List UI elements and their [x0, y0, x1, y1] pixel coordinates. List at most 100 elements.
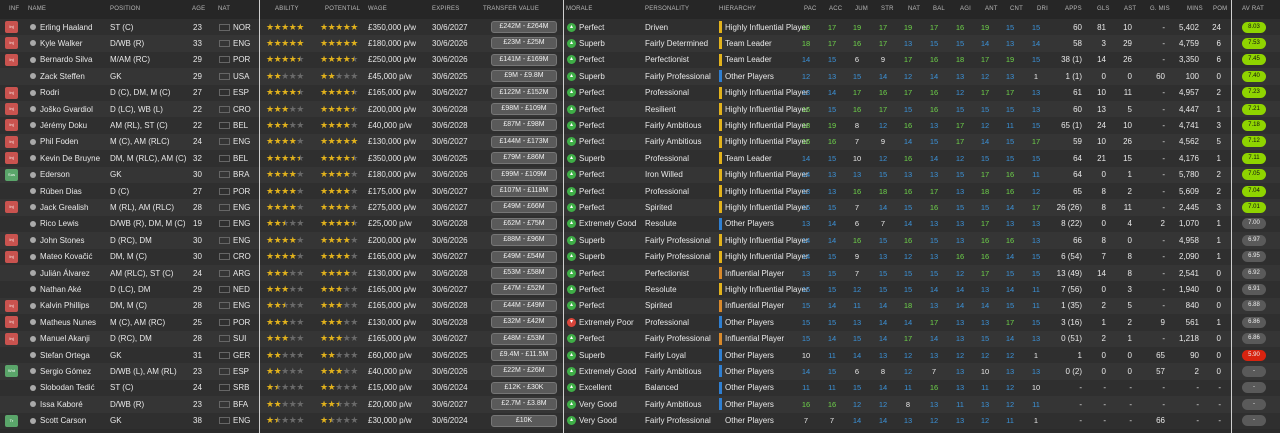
attr-ant: 12: [980, 416, 990, 426]
col-hierarchy[interactable]: HIERARCHY: [719, 6, 757, 12]
attr-nat2: 14: [903, 137, 913, 147]
player-name[interactable]: Joško Gvardiol: [40, 104, 93, 114]
player-name[interactable]: Scott Carson: [40, 416, 87, 426]
player-name[interactable]: Kalvin Phillips: [40, 301, 90, 311]
avg-rating-badge: -: [1242, 415, 1266, 427]
col-transfer-value[interactable]: TRANSFER VALUE: [483, 6, 540, 12]
table-row[interactable]: Inj Rodri D (C), DM, M (C) 27 ESP ★★★★★ ★★★★★ £…: [0, 84, 1280, 101]
table-row[interactable]: Inj Erling Haaland ST (C) 23 NOR ★★★★★ ★★★★★ £3…: [0, 19, 1280, 36]
attr-cnt: 15: [1005, 104, 1015, 114]
col-dri[interactable]: DRI: [1037, 6, 1048, 12]
table-row[interactable]: Tr Scott Carson GK 38 ENG ★★★★★ ★★★★★ £30,000 p…: [0, 412, 1280, 429]
table-row[interactable]: Inj Matheus Nunes M (C), AM (RC) 25 POR ★★★★★…: [0, 314, 1280, 331]
col-wage[interactable]: WAGE: [368, 6, 387, 12]
player-name[interactable]: Zack Steffen: [40, 71, 85, 81]
col-potential[interactable]: POTENTIAL: [325, 6, 361, 12]
table-row[interactable]: Inj John Stones D (RC), DM 30 ENG ★★★★★ ★★★★★ £…: [0, 232, 1280, 249]
player-name[interactable]: Rico Lewis: [40, 219, 79, 229]
col-expires[interactable]: EXPIRES: [432, 6, 460, 12]
potential-stars: ★★★★★: [320, 382, 358, 393]
player-name[interactable]: Kevin De Bruyne: [40, 153, 101, 163]
player-name[interactable]: Rodri: [40, 88, 60, 98]
stat-ast: 11: [1123, 88, 1132, 98]
table-row[interactable]: Nathan Aké D (LC), DM 29 NED ★★★★★ ★★★★★ £165,…: [0, 281, 1280, 298]
col-mins[interactable]: MINS: [1187, 6, 1203, 12]
contract-expires: 30/6/2027: [432, 137, 468, 147]
table-row[interactable]: Wnt Sergio Gómez D/WB (L), AM (RL) 23 ESP ★★★…: [0, 363, 1280, 380]
table-row[interactable]: Inj Kalvin Phillips DM, M (C) 28 ENG ★★★★★ ★★★…: [0, 297, 1280, 315]
player-name[interactable]: Jérémy Doku: [40, 120, 88, 130]
player-name[interactable]: Julián Álvarez: [40, 268, 90, 278]
table-row[interactable]: Inj Jack Grealish M (RL), AM (RLC) 28 ENG ★★★…: [0, 199, 1280, 216]
player-name[interactable]: Manuel Akanji: [40, 334, 90, 344]
table-row[interactable]: Rúben Dias D (C) 27 POR ★★★★★ ★★★★★ £175,000 p…: [0, 183, 1280, 200]
col-ant[interactable]: ANT: [985, 6, 998, 12]
attr-ant: 13: [980, 317, 990, 327]
col-apps[interactable]: APPS: [1065, 6, 1082, 12]
table-row[interactable]: Inj Jérémy Doku AM (RL), ST (C) 22 BEL ★★★★★ ★…: [0, 117, 1280, 134]
col-jum[interactable]: JUM: [855, 6, 868, 12]
player-name[interactable]: Stefan Ortega: [40, 350, 90, 360]
col-name[interactable]: NAME: [28, 6, 47, 12]
table-row[interactable]: Zack Steffen GK 29 USA ★★★★★ ★★★★★ £45,000 p/w…: [0, 68, 1280, 85]
info-badge: Sus: [5, 168, 18, 181]
player-name[interactable]: Issa Kaboré: [40, 399, 83, 409]
player-name[interactable]: Matheus Nunes: [40, 317, 97, 327]
player-name[interactable]: Slobodan Tedić: [40, 383, 95, 393]
col-ability[interactable]: ABILITY: [275, 6, 299, 12]
table-row[interactable]: Inj Bernardo Silva M/AM (RC) 29 POR ★★★★★ ★★★★…: [0, 51, 1280, 69]
player-name[interactable]: Bernardo Silva: [40, 55, 93, 65]
col-morale[interactable]: MORALE: [566, 6, 593, 12]
col-pac[interactable]: PAC: [804, 6, 817, 12]
player-name[interactable]: Rúben Dias: [40, 186, 82, 196]
table-row[interactable]: Rico Lewis D/WB (R), DM, M (C) 19 ENG ★★★★★ ★…: [0, 215, 1280, 233]
attr-jum: 6: [854, 366, 860, 376]
table-row[interactable]: Inj Joško Gvardiol D (LC), WB (L) 22 CRO ★★★★…: [0, 101, 1280, 118]
col-personality[interactable]: PERSONALITY: [645, 6, 690, 12]
col-pom[interactable]: POM: [1213, 6, 1228, 12]
table-row[interactable]: Inj Manuel Akanji D (RC), DM 28 SUI ★★★★★ ★★★★…: [0, 330, 1280, 347]
col-inf[interactable]: INF: [9, 6, 20, 12]
table-row[interactable]: Sus Ederson GK 30 BRA ★★★★★ ★★★★★ £180,000 p/w 3…: [0, 166, 1280, 183]
attr-nat2: 13: [903, 170, 913, 180]
col-str[interactable]: STR: [881, 6, 894, 12]
col-position[interactable]: POSITION: [110, 6, 141, 12]
col-nat2[interactable]: NAT: [908, 6, 921, 12]
col-avrat[interactable]: AV RAT: [1242, 6, 1264, 12]
col-gls[interactable]: GLS: [1097, 6, 1110, 12]
stat-pom: 1: [1216, 317, 1221, 327]
table-row[interactable]: Julián Álvarez AM (RLC), ST (C) 24 ARG ★★★★★…: [0, 265, 1280, 282]
player-name[interactable]: Mateo Kovačić: [40, 252, 93, 262]
table-row[interactable]: Issa Kaboré D/WB (R) 23 BFA ★★★★★ ★★★★★ £20,00…: [0, 396, 1280, 413]
table-row[interactable]: Inj Mateo Kovačić DM, M (C) 30 CRO ★★★★★ ★★★★★…: [0, 248, 1280, 265]
table-row[interactable]: Slobodan Tedić ST (C) 24 SRB ★★★★★ ★★★★★ £15,0…: [0, 379, 1280, 397]
player-name[interactable]: Kyle Walker: [40, 38, 83, 48]
table-row[interactable]: Stefan Ortega GK 31 GER ★★★★★ ★★★★★ £60,000 p/…: [0, 347, 1280, 364]
player-name[interactable]: Nathan Aké: [40, 284, 82, 294]
col-nat[interactable]: NAT: [218, 6, 231, 12]
player-name[interactable]: Phil Foden: [40, 137, 79, 147]
player-wage: £200,000 p/w: [368, 235, 417, 245]
player-name[interactable]: John Stones: [40, 235, 85, 245]
player-name[interactable]: Sergio Gómez: [40, 366, 92, 376]
col-age[interactable]: AGE: [192, 6, 206, 12]
col-ast[interactable]: AST: [1124, 6, 1137, 12]
flag-icon: [219, 203, 230, 211]
player-name[interactable]: Ederson: [40, 170, 70, 180]
contract-expires: 30/6/2026: [432, 235, 468, 245]
col-agi[interactable]: AGI: [960, 6, 971, 12]
col-cnt[interactable]: CNT: [1010, 6, 1023, 12]
col-gmis[interactable]: G. MIS: [1150, 6, 1170, 12]
morale-icon: ▴: [567, 55, 576, 65]
player-name[interactable]: Jack Grealish: [40, 202, 89, 212]
contract-expires: 30/6/2027: [432, 22, 468, 32]
player-age: 24: [193, 268, 202, 278]
table-row[interactable]: Inj Kyle Walker D/WB (R) 33 ENG ★★★★★ ★★★★★ £18…: [0, 35, 1280, 52]
table-row[interactable]: Inj Kevin De Bruyne DM, M (RLC), AM (C) 32 B…: [0, 150, 1280, 167]
col-bal[interactable]: BAL: [933, 6, 945, 12]
table-row[interactable]: Inj Phil Foden M (C), AM (RLC) 24 ENG ★★★★★ ★★…: [0, 133, 1280, 151]
attr-jum: 17: [852, 88, 862, 98]
attr-acc: 15: [827, 284, 837, 294]
col-acc[interactable]: ACC: [829, 6, 843, 12]
player-name[interactable]: Erling Haaland: [40, 22, 93, 32]
